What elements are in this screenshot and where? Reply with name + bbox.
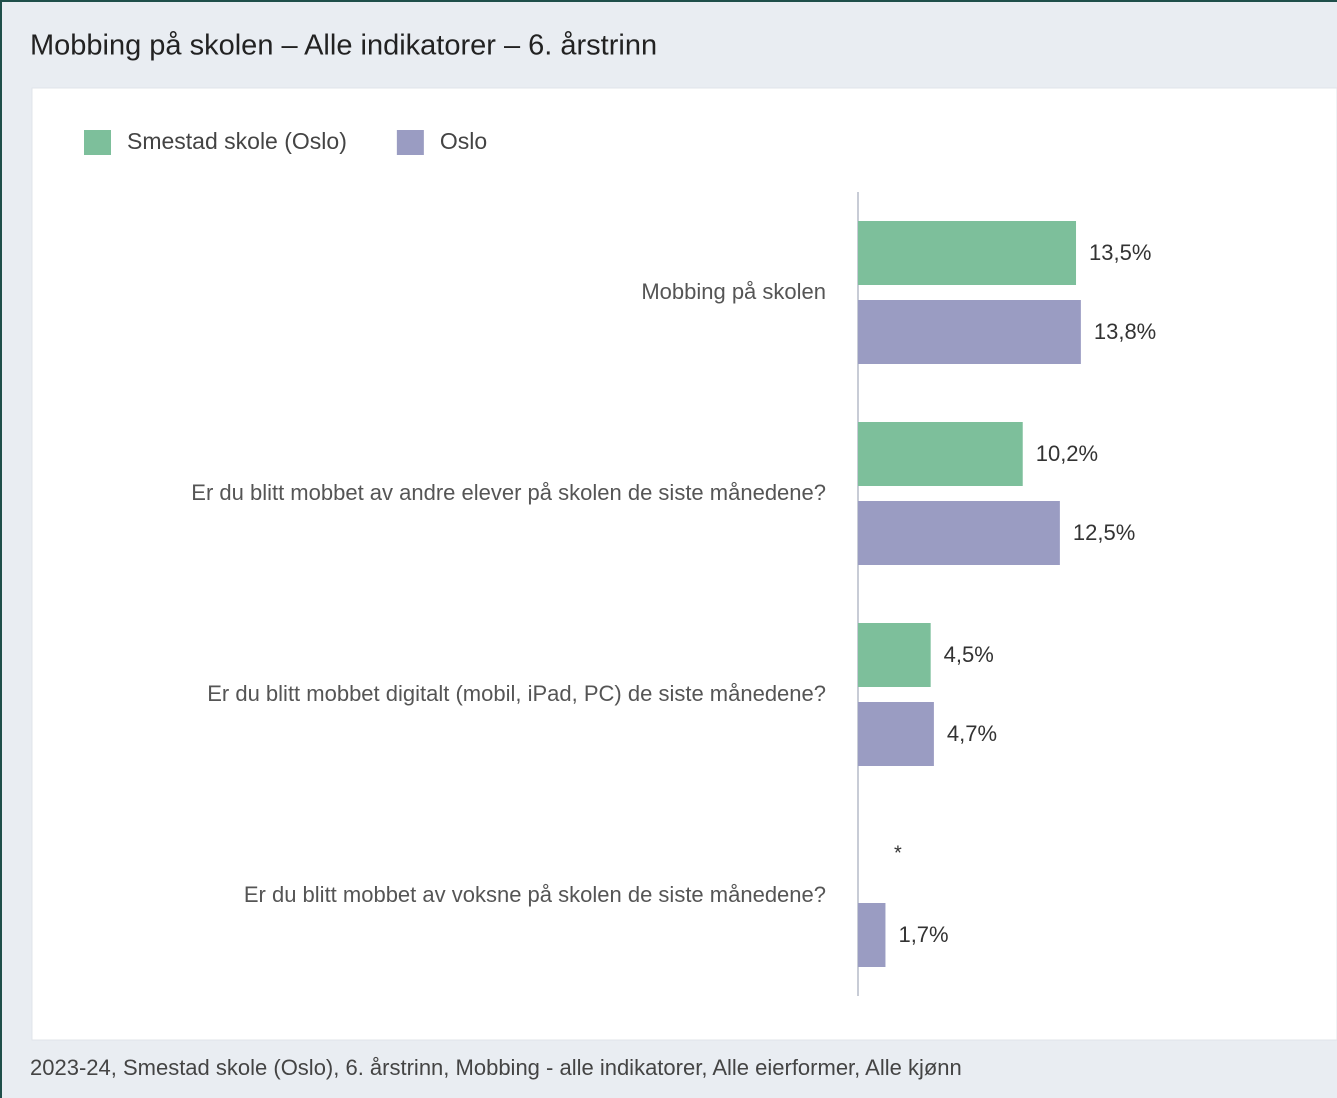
- legend-label: Smestad skole (Oslo): [127, 128, 347, 154]
- value-label: 13,8%: [1094, 319, 1156, 344]
- footnote: 2023-24, Smestad skole (Oslo), 6. årstri…: [30, 1055, 962, 1080]
- bar: [858, 623, 931, 687]
- category-label: Mobbing på skolen: [641, 279, 826, 304]
- bar: [858, 300, 1081, 364]
- legend-swatch: [84, 130, 111, 155]
- value-label: 12,5%: [1073, 520, 1135, 545]
- bar: [858, 501, 1060, 565]
- chart-title: Mobbing på skolen – Alle indikatorer – 6…: [30, 30, 657, 62]
- legend-label: Oslo: [440, 128, 487, 154]
- category-label: Er du blitt mobbet av andre elever på sk…: [191, 480, 826, 505]
- value-label: 1,7%: [898, 922, 948, 947]
- bar: [858, 422, 1023, 486]
- category-label: Er du blitt mobbet digitalt (mobil, iPad…: [207, 681, 826, 706]
- bar: [858, 903, 886, 967]
- value-label: 4,7%: [947, 721, 997, 746]
- value-label: *: [894, 842, 902, 864]
- value-label: 10,2%: [1036, 441, 1098, 466]
- panel: [31, 87, 1337, 1041]
- bar: [858, 702, 934, 766]
- value-label: 13,5%: [1089, 240, 1151, 265]
- category-label: Er du blitt mobbet av voksne på skolen d…: [244, 882, 826, 907]
- bar: [858, 221, 1077, 285]
- value-label: 4,5%: [944, 642, 994, 667]
- legend-swatch: [396, 130, 424, 155]
